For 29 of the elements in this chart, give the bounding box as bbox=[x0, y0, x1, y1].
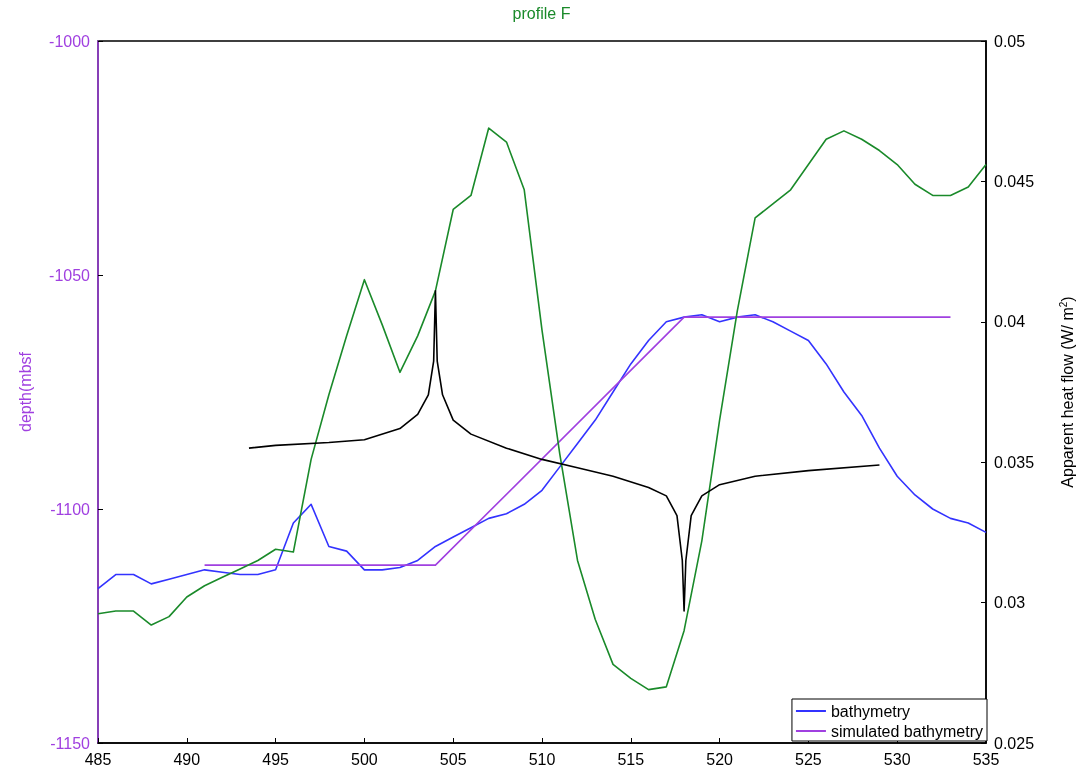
line-series bbox=[248, 290, 881, 612]
x-tick-label: 485 bbox=[84, 750, 112, 768]
y-tick-label: -1000 bbox=[49, 32, 91, 50]
y-axis-title: depth(mbsf bbox=[16, 351, 34, 433]
line-series bbox=[97, 127, 987, 691]
x-tick-label: 495 bbox=[262, 750, 290, 768]
x-tick-label: 535 bbox=[972, 750, 1000, 768]
y-tick-label: -1050 bbox=[49, 266, 91, 284]
x-tick-label: 510 bbox=[528, 750, 556, 768]
x-tick-label: 505 bbox=[439, 750, 467, 768]
y2-tick-label: 0.03 bbox=[994, 594, 1026, 612]
y2-tick-label: 0.025 bbox=[994, 734, 1035, 752]
x-tick-label: 500 bbox=[351, 750, 378, 768]
y2-tick-label: 0.045 bbox=[994, 172, 1035, 190]
legend-label: bathymetry bbox=[830, 702, 911, 720]
x-tick-label: 515 bbox=[617, 750, 645, 768]
line-series bbox=[97, 313, 987, 590]
chart-title: profile F bbox=[512, 4, 571, 22]
x-tick-label: 490 bbox=[173, 750, 201, 768]
y2-tick-label: 0.05 bbox=[994, 32, 1026, 50]
y2-tick-label: 0.035 bbox=[994, 453, 1035, 471]
x-tick-label: 530 bbox=[883, 750, 911, 768]
y-tick-label: -1150 bbox=[50, 734, 91, 752]
x-tick-label: 520 bbox=[706, 750, 734, 768]
y2-tick-label: 0.04 bbox=[994, 313, 1026, 331]
y-tick-label: -1100 bbox=[50, 500, 91, 518]
y2-axis-title: Apparent heat flow (W/ m2) bbox=[1057, 296, 1076, 488]
legend-label: simulated bathymetry bbox=[830, 722, 983, 740]
x-tick-label: 525 bbox=[795, 750, 822, 768]
